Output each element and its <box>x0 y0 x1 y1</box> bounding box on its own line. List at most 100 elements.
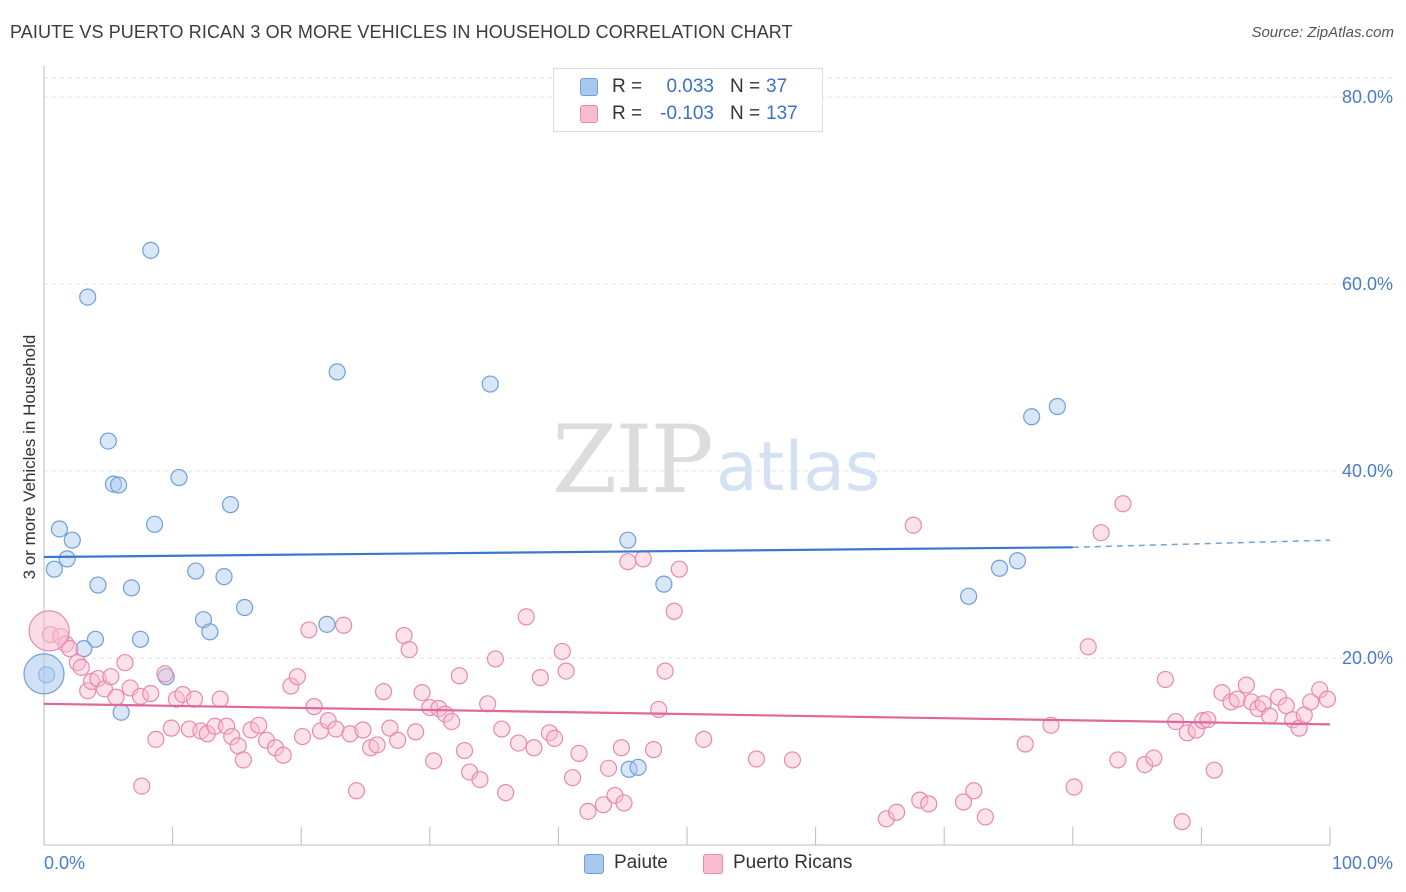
data-point <box>619 553 637 571</box>
data-point <box>328 363 346 381</box>
data-point <box>288 668 306 686</box>
data-point <box>1008 552 1027 570</box>
data-point <box>61 640 79 658</box>
data-point <box>142 684 160 703</box>
data-point <box>131 630 150 648</box>
data-point <box>1260 707 1279 725</box>
trend-lines <box>43 539 1331 726</box>
data-point <box>1228 690 1247 708</box>
data-point <box>670 560 688 578</box>
data-point <box>619 531 637 549</box>
data-point <box>1302 693 1320 711</box>
data-point <box>471 770 489 789</box>
legend-r-value: 0.033 <box>666 76 714 97</box>
data-point <box>695 730 713 748</box>
data-point <box>650 700 668 719</box>
data-point <box>23 653 65 695</box>
legend-r-label: R = <box>612 103 643 124</box>
data-point <box>79 288 97 306</box>
data-point <box>563 769 582 787</box>
data-point <box>1277 697 1295 715</box>
data-point <box>341 725 359 743</box>
y-tick-label: 60.0% <box>1342 274 1393 294</box>
data-point <box>1042 716 1060 734</box>
data-point <box>1016 735 1034 753</box>
data-point <box>1318 690 1337 708</box>
data-point <box>509 734 528 752</box>
data-point <box>187 562 205 580</box>
data-point <box>1114 495 1132 513</box>
data-point <box>570 744 588 762</box>
legend-n-value: 137 <box>766 103 798 124</box>
chart-title: PAIUTE VS PUERTO RICAN 3 OR MORE VEHICLE… <box>10 22 793 42</box>
data-point <box>960 587 978 605</box>
data-point <box>517 608 535 626</box>
data-point <box>747 750 766 768</box>
data-point <box>493 720 511 738</box>
data-point <box>450 667 468 685</box>
data-point <box>250 716 268 734</box>
series-paiute <box>23 241 1066 778</box>
data-point <box>28 610 70 652</box>
data-point <box>218 717 236 735</box>
data-point <box>381 719 399 737</box>
data-point <box>122 579 141 597</box>
data-point <box>1156 670 1174 689</box>
data-point <box>50 520 69 538</box>
data-point <box>976 808 994 826</box>
data-point <box>911 791 929 809</box>
data-point <box>1079 638 1097 656</box>
data-point <box>274 746 292 764</box>
bottom-legend-label-paiute: Paiute <box>614 852 668 873</box>
bottom-legend-swatch-paiute <box>584 854 604 874</box>
data-point <box>990 559 1009 577</box>
data-point <box>89 576 107 594</box>
data-point <box>1065 778 1083 796</box>
data-point <box>75 640 93 658</box>
legend-n-label: N = <box>730 76 761 97</box>
y-axis-label: 3 or more Vehicles in Household <box>20 335 39 580</box>
data-point <box>104 475 123 493</box>
data-point <box>579 802 597 820</box>
legend-r-value: -0.103 <box>660 103 714 124</box>
y-tick-label: 20.0% <box>1342 648 1393 668</box>
data-point <box>888 803 906 821</box>
data-point <box>145 515 164 533</box>
data-point <box>162 719 180 737</box>
data-point <box>374 683 393 701</box>
data-point <box>221 496 240 514</box>
data-point <box>479 695 497 713</box>
data-point <box>665 602 683 620</box>
data-point <box>656 662 674 680</box>
data-point <box>425 752 443 770</box>
data-point <box>481 375 499 393</box>
tick-labels: 20.0% 40.0% 60.0% 80.0% 0.0% 100.0% <box>44 87 1393 873</box>
data-point <box>99 432 117 450</box>
data-point <box>557 662 575 680</box>
data-point <box>1237 676 1256 694</box>
data-point <box>107 688 125 706</box>
data-point <box>545 729 564 748</box>
trend-line <box>43 546 1073 559</box>
data-point <box>293 727 312 746</box>
data-point <box>783 751 802 769</box>
data-point <box>455 741 474 760</box>
data-point <box>531 669 549 687</box>
data-point <box>170 468 188 487</box>
data-point <box>612 739 631 757</box>
y-tick-label: 40.0% <box>1342 461 1393 481</box>
data-point <box>525 739 543 757</box>
data-point <box>1173 813 1191 831</box>
data-point <box>142 241 160 259</box>
data-point <box>211 690 229 708</box>
data-point <box>1213 683 1231 702</box>
watermark: ZIP atlas <box>552 406 880 515</box>
data-point <box>201 623 219 641</box>
data-point <box>634 550 652 568</box>
watermark-zip: ZIP <box>552 406 712 515</box>
trend-line <box>43 702 1331 726</box>
data-point <box>305 698 323 716</box>
grid-lines <box>44 77 1392 659</box>
data-point <box>629 758 647 776</box>
trend-line-extension <box>1072 539 1331 549</box>
